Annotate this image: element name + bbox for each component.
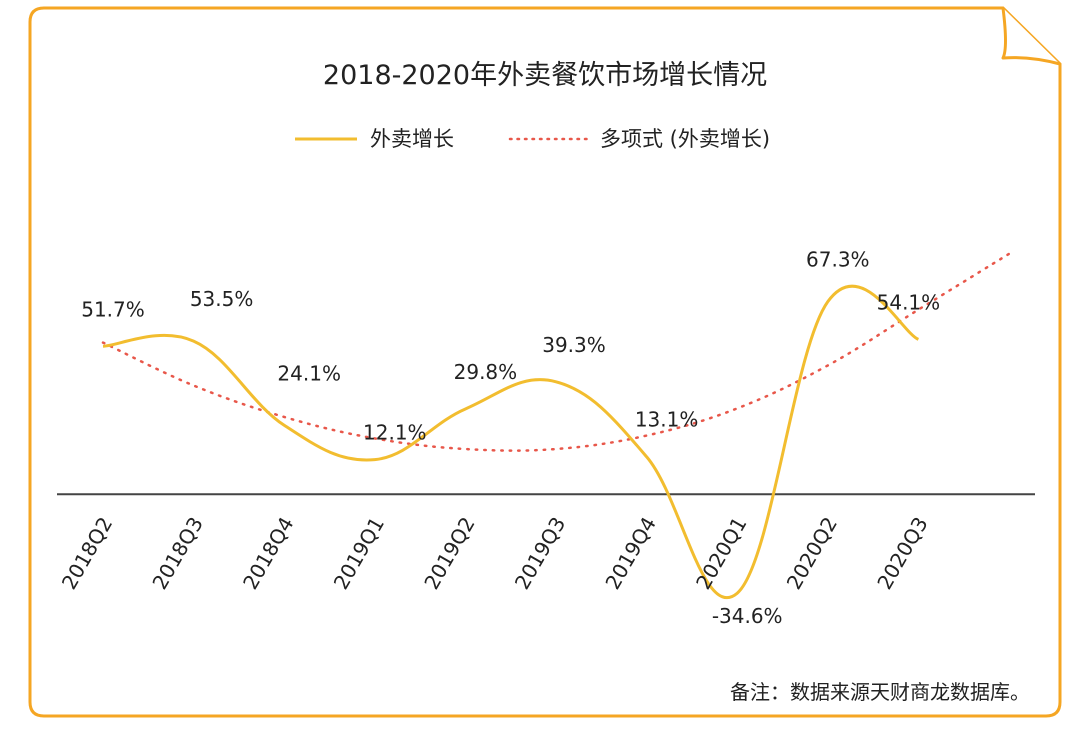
card-frame — [28, 6, 1062, 718]
data-labels: 51.7% 53.5% 24.1% 12.1% 29.8% 39.3% 13.1% -34.6… — [81, 248, 940, 629]
legend-label-trend: 多项式 (外卖增长) — [600, 127, 770, 151]
data-label-2019q1: 12.1% — [363, 421, 427, 445]
legend-label-series: 外卖增长 — [370, 127, 454, 151]
card-folded-corner — [1001, 7, 1061, 66]
data-label-2018q3: 53.5% — [190, 287, 254, 311]
data-label-2019q4: 13.1% — [635, 408, 699, 432]
source-note: 备注：数据来源天财商龙数据库。 — [730, 680, 1030, 704]
data-label-2018q4: 24.1% — [277, 361, 341, 385]
trendline-polynomial — [101, 252, 1011, 452]
data-label-2019q3: 39.3% — [542, 333, 606, 357]
series-line-takeout-growth — [102, 284, 920, 599]
data-label-2020q1: -34.6% — [712, 604, 783, 628]
data-label-2019q2: 29.8% — [454, 360, 518, 384]
data-label-2020q3: 54.1% — [877, 290, 941, 314]
data-label-2020q2: 67.3% — [806, 248, 870, 272]
chart-title: 2018-2020年外卖餐饮市场增长情况 — [323, 60, 767, 91]
legend: 外卖增长 多项式 (外卖增长) — [295, 127, 770, 151]
data-label-2018q2: 51.7% — [81, 297, 145, 321]
